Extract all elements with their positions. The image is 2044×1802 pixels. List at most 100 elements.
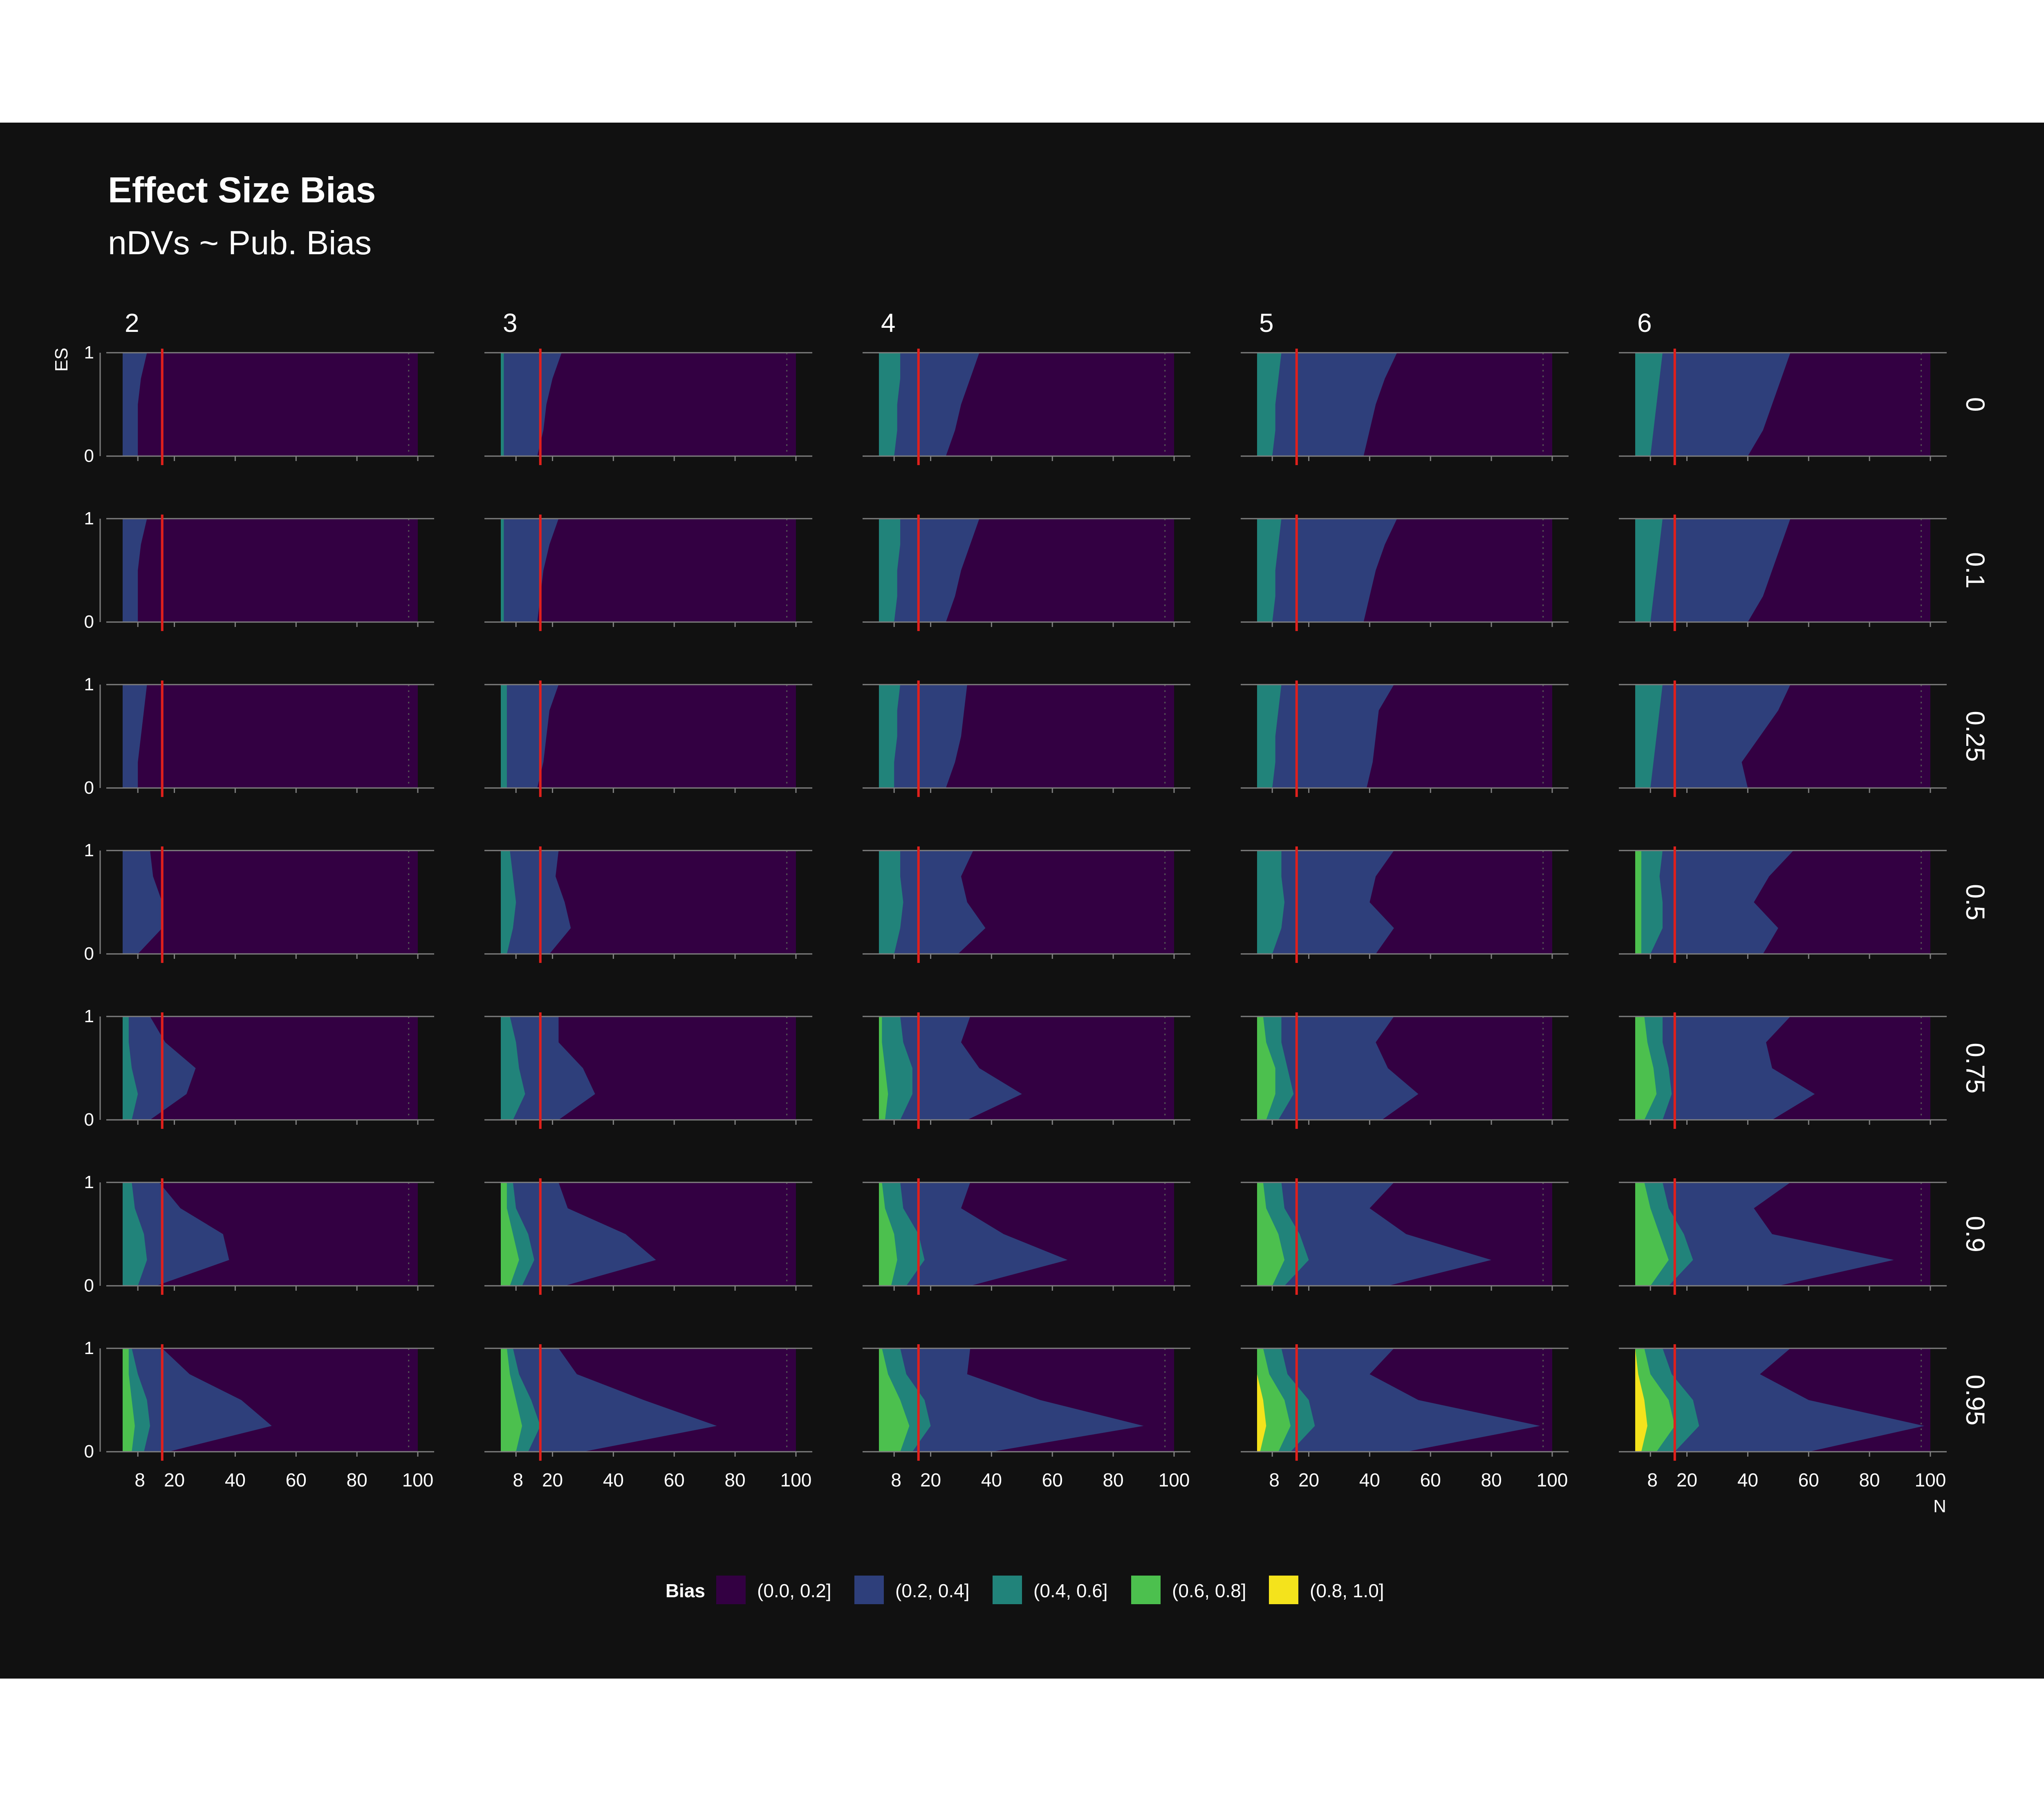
y-tick-label: 0 (84, 1110, 94, 1130)
y-tick-label: 1 (84, 508, 94, 528)
facet-col-label: 6 (1637, 308, 1652, 338)
bias-region-bin-4 (123, 1348, 135, 1452)
facet-row-label: 0.25 (1961, 711, 1990, 762)
x-tick-label: 100 (1537, 1469, 1568, 1491)
bias-region-bin-4 (879, 1348, 910, 1452)
facet-col-label: 5 (1259, 308, 1274, 338)
y-axis-label: ES (52, 348, 72, 372)
facet-panel: 01 (84, 840, 434, 964)
legend-swatch (1269, 1576, 1298, 1604)
facet-panel (1241, 846, 1569, 963)
bias-region-bin-2 (879, 1016, 1022, 1120)
x-tick-label: 80 (1481, 1469, 1502, 1491)
legend-label: (0.2, 0.4] (895, 1580, 970, 1601)
facet-row-label: 0.9 (1961, 1216, 1990, 1252)
bias-region-bin-3 (501, 519, 504, 622)
chart-subtitle: nDVs ~ Pub. Bias (108, 224, 372, 262)
bias-region-bin-2 (1635, 1016, 1815, 1120)
bias-region-bin-2 (1257, 1182, 1492, 1286)
bias-region-bin-2 (501, 519, 559, 622)
bias-region-bin-3 (501, 1016, 525, 1120)
facet-panel: 8 20 40 60 80 100 (484, 1344, 812, 1491)
bias-region-bin-3 (1257, 519, 1282, 622)
y-tick-label: 0 (84, 944, 94, 964)
facet-panel: 0.25 (1619, 681, 1990, 797)
bias-region-bin-3 (123, 1016, 138, 1120)
bias-region-bin-5 (1635, 1348, 1647, 1452)
legend-label: (0.4, 0.6] (1033, 1580, 1108, 1601)
facet-panel: 0.5 (1619, 846, 1990, 963)
bias-region-bin-3 (501, 851, 516, 954)
x-tick-label: 40 (1737, 1469, 1758, 1491)
x-tick-label: 60 (1798, 1469, 1819, 1491)
bias-region-bin-1 (123, 353, 418, 456)
bias-region-bin-1 (123, 519, 418, 622)
bias-region-bin-2 (1257, 685, 1394, 788)
bias-region-bin-3 (123, 1182, 147, 1286)
y-tick-label: 1 (84, 1006, 94, 1026)
x-tick-label: 40 (225, 1469, 246, 1491)
bias-region-bin-2 (879, 353, 979, 456)
y-tick-label: 0 (84, 778, 94, 798)
bias-region-bin-2 (1257, 353, 1397, 456)
bias-region-bin-4 (501, 1182, 519, 1286)
y-tick-label: 1 (84, 1172, 94, 1192)
facet-panel (484, 1012, 812, 1129)
bias-region-bin-2 (879, 1348, 1144, 1452)
x-tick-label: 20 (164, 1469, 185, 1491)
x-tick-label: 60 (664, 1469, 685, 1491)
bias-region-bin-2 (501, 1348, 717, 1452)
bias-region-bin-2 (879, 685, 967, 788)
bias-region-bin-3 (1257, 353, 1282, 456)
x-tick-label: 60 (286, 1469, 307, 1491)
x-tick-label: 8 (1647, 1469, 1658, 1491)
x-tick-label: 100 (1915, 1469, 1946, 1491)
facet-panel (1241, 681, 1569, 797)
facet-panel: 0.9 (1619, 1178, 1990, 1295)
legend-item: (0.6, 0.8] (1131, 1576, 1246, 1604)
bias-region-bin-2 (1257, 519, 1397, 622)
facet-row-label: 0.1 (1961, 552, 1990, 589)
x-tick-label: 60 (1042, 1469, 1063, 1491)
facet-col-label: 3 (503, 308, 518, 338)
facet-panel (484, 349, 812, 465)
facet-row-label: 0.75 (1961, 1043, 1990, 1094)
facet-panel: 0.75 (1619, 1012, 1990, 1129)
x-tick-label: 40 (1359, 1469, 1380, 1491)
legend-swatch (716, 1576, 746, 1604)
bias-region-bin-2 (879, 1182, 1068, 1286)
facet-panel: 01 (84, 1006, 434, 1130)
facet-panel (863, 1178, 1190, 1295)
facet-panel (863, 349, 1190, 465)
bias-region-bin-2 (123, 519, 147, 622)
x-tick-label: 8 (891, 1469, 901, 1491)
y-tick-label: 1 (84, 1338, 94, 1358)
facet-panel: 0 1 8 20 40 60 80 100 (84, 1338, 434, 1491)
bias-region-bin-2 (501, 685, 559, 788)
bias-region-bin-1 (123, 851, 418, 954)
x-tick-label: 100 (780, 1469, 812, 1491)
facet-panel (484, 515, 812, 631)
bias-region-bin-2 (123, 851, 162, 954)
bias-region-bin-4 (1257, 1182, 1284, 1286)
x-tick-label: 60 (1420, 1469, 1441, 1491)
legend: Bias (0.0, 0.2] (0.2, 0.4] (0.4, 0.6] (0.6,… (666, 1576, 1384, 1604)
y-tick-label: 0 (84, 446, 94, 466)
facet-panel: 01 (84, 342, 434, 466)
facet-panel: 01 (84, 508, 434, 632)
x-tick-label: 20 (920, 1469, 941, 1491)
bias-region-bin-2 (501, 353, 562, 456)
bias-region-bin-2 (1635, 1348, 1925, 1452)
bias-region-bin-4 (879, 1016, 888, 1120)
y-tick-label: 0 (84, 612, 94, 632)
x-axis-label: N (1933, 1496, 1946, 1516)
bias-region-bin-2 (1257, 1348, 1540, 1452)
legend-label: (0.0, 0.2] (757, 1580, 831, 1601)
bias-region-bin-3 (501, 353, 504, 456)
bias-region-bin-3 (1635, 353, 1663, 456)
facet-panel (863, 1012, 1190, 1129)
bias-region-bin-3 (1635, 851, 1663, 954)
bias-region-bin-2 (123, 685, 147, 788)
